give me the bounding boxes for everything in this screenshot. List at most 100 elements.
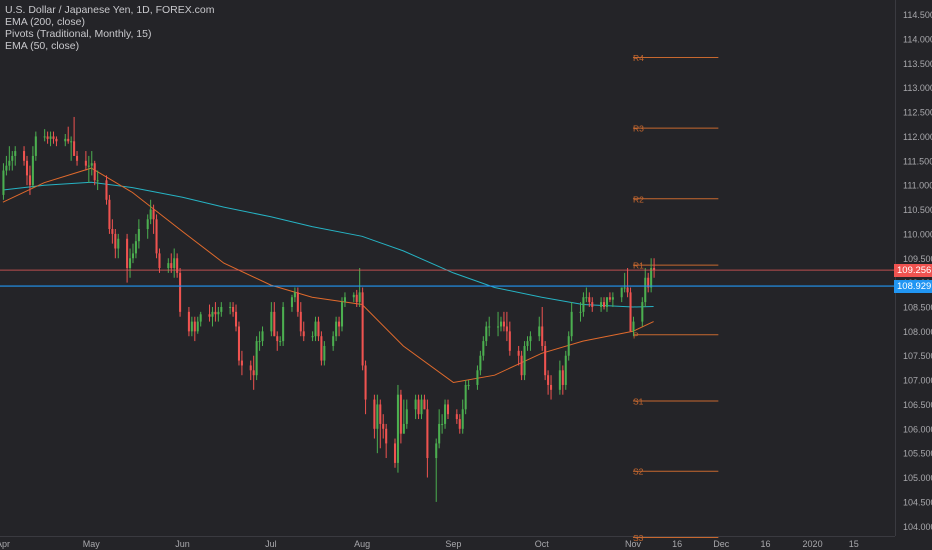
candle-body — [117, 238, 120, 249]
candle-body — [270, 311, 273, 332]
candle-body — [158, 253, 161, 268]
candle-body — [414, 399, 417, 410]
candle-body — [8, 160, 11, 166]
y-tick-label: 106.500 — [903, 400, 932, 410]
candle-body — [335, 321, 338, 337]
candle-body — [258, 341, 261, 343]
candle-body — [34, 136, 37, 156]
y-tick-label: 109.500 — [903, 254, 932, 264]
candle-body — [626, 287, 629, 293]
candle-body — [644, 277, 647, 303]
candle-body — [211, 311, 214, 317]
candle-body — [14, 151, 17, 156]
x-tick-label: 15 — [849, 539, 859, 549]
y-tick-label: 113.000 — [903, 83, 932, 93]
candle-body — [232, 306, 235, 312]
candle-body — [541, 326, 544, 346]
candle-body — [444, 404, 447, 424]
y-tick-label: 107.500 — [903, 351, 932, 361]
candle-body — [385, 428, 388, 444]
legend-ema50: EMA (50, close) — [5, 40, 80, 52]
pivot-label: R1 — [633, 261, 644, 271]
candle-body — [608, 297, 611, 300]
candle-body — [255, 341, 258, 376]
candle-body — [23, 151, 26, 161]
candle-body — [523, 345, 526, 376]
candle-body — [31, 155, 34, 186]
candle-body — [25, 160, 29, 176]
candle-body — [114, 233, 117, 249]
y-tick-label: 114.000 — [903, 34, 932, 44]
candle-body — [167, 263, 170, 268]
candle-body — [290, 297, 293, 307]
x-tick-label: 2020 — [803, 539, 823, 549]
candle-body — [199, 314, 202, 322]
y-tick-label: 111.000 — [903, 181, 932, 191]
candle-body — [55, 138, 58, 142]
candle-body — [650, 268, 653, 288]
candle-body — [550, 384, 553, 390]
candle-body — [420, 399, 423, 415]
x-tick-label: Dec — [713, 539, 730, 549]
candle-body — [538, 326, 541, 337]
candle-body — [302, 331, 305, 337]
candle-body — [323, 345, 326, 361]
candle-body — [129, 258, 132, 268]
candle-body — [585, 297, 588, 299]
candle-body — [190, 321, 193, 332]
y-tick-label: 105.500 — [903, 449, 932, 459]
legend-title: U.S. Dollar / Japanese Yen, 1D, FOREX.co… — [5, 4, 215, 16]
candle-body — [526, 341, 529, 346]
candle-body — [600, 302, 603, 307]
candle-body — [396, 394, 399, 463]
candle-body — [629, 292, 632, 332]
candle-body — [520, 355, 523, 376]
x-tick-label: Jun — [175, 539, 190, 549]
y-tick-label: 105.000 — [903, 473, 932, 483]
candle-body — [435, 443, 438, 459]
candle-body — [653, 268, 656, 271]
candle-body — [299, 311, 302, 332]
candle-body — [173, 258, 176, 268]
x-tick-label: Apr — [0, 539, 10, 549]
candle-body — [84, 160, 87, 166]
candle-body — [96, 180, 99, 182]
candle-body — [603, 302, 606, 307]
y-tick-label: 112.000 — [903, 132, 932, 142]
y-tick-label: 107.000 — [903, 376, 932, 386]
candle-body — [176, 258, 179, 273]
candle-body — [373, 399, 376, 429]
candle-body — [582, 297, 585, 312]
candle-body — [361, 292, 364, 366]
candle-body — [482, 341, 485, 356]
candle-body — [90, 163, 93, 166]
candle-body — [338, 321, 341, 327]
candle-body — [505, 326, 508, 332]
candle-body — [137, 229, 140, 242]
candle-body — [93, 163, 96, 181]
candle-body — [567, 336, 570, 356]
legend-pivots: Pivots (Traditional, Monthly, 15) — [5, 28, 152, 40]
candle-body — [293, 292, 296, 298]
candle-body — [446, 404, 450, 415]
y-tick-label: 114.500 — [903, 10, 932, 20]
x-tick-label: Sep — [445, 539, 461, 549]
candle-body — [11, 155, 14, 161]
y-tick-label: 112.500 — [903, 108, 932, 118]
candle-body — [508, 331, 511, 351]
pivot-label: P — [633, 330, 639, 340]
candle-body — [379, 404, 382, 424]
candle-body — [623, 287, 626, 289]
x-tick-label: Nov — [625, 539, 642, 549]
candle-body — [352, 294, 355, 298]
y-tick-label: 111.500 — [903, 156, 932, 166]
candle-body — [149, 209, 152, 220]
x-tick-label: Jul — [265, 539, 277, 549]
candle-body — [620, 287, 623, 298]
candle-body — [405, 409, 408, 424]
ema50-line — [2, 167, 654, 384]
candle-body — [73, 141, 76, 156]
candle-body — [311, 336, 314, 338]
